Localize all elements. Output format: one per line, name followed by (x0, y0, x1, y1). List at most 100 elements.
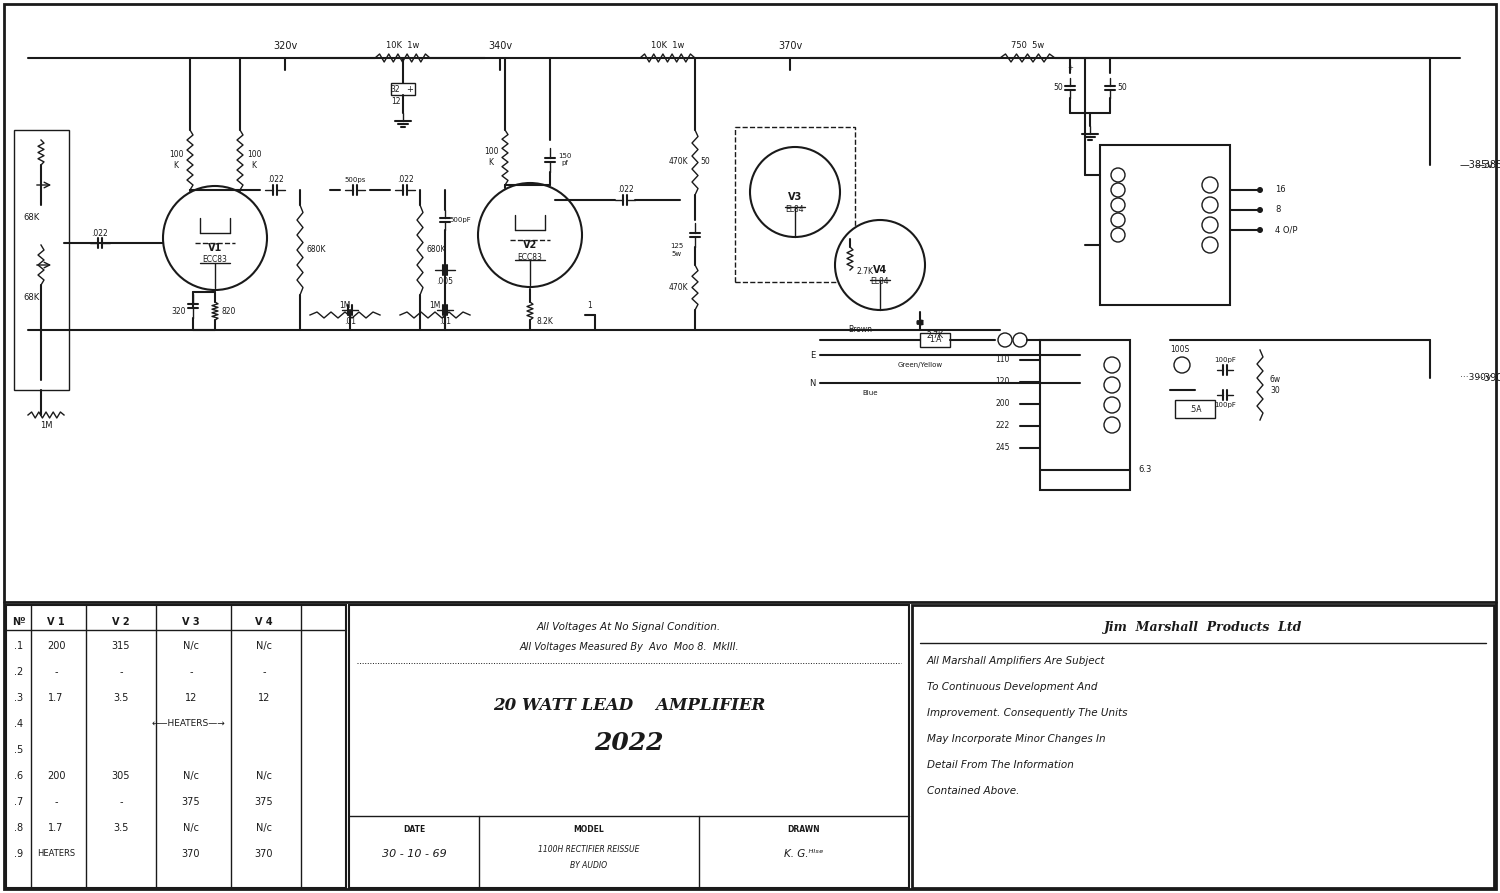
Text: 200: 200 (996, 399, 1010, 408)
Text: N/c: N/c (183, 822, 200, 832)
Circle shape (750, 147, 840, 237)
Text: 320v: 320v (273, 41, 297, 51)
Text: 30 - 10 - 69: 30 - 10 - 69 (381, 849, 447, 859)
Text: 68K: 68K (24, 294, 40, 303)
Text: ECC83: ECC83 (202, 255, 228, 264)
Text: 6.3: 6.3 (1138, 465, 1152, 474)
Text: 245: 245 (996, 444, 1010, 453)
Bar (13, 130, 69, 390)
Circle shape (1112, 168, 1125, 182)
Circle shape (1174, 357, 1190, 373)
Text: Contained Above.: Contained Above. (927, 786, 1020, 796)
Text: 680K: 680K (306, 246, 326, 255)
Bar (1174, 400, 1215, 418)
Text: 370v: 370v (778, 41, 802, 51)
Text: EL84: EL84 (786, 204, 804, 213)
Text: .005: .005 (436, 278, 453, 287)
Text: 470K: 470K (668, 282, 688, 291)
Text: .4: .4 (15, 719, 24, 729)
Text: .022: .022 (616, 186, 633, 195)
Text: —385v: —385v (1474, 160, 1500, 170)
Text: N/c: N/c (183, 771, 200, 780)
Text: 12: 12 (258, 693, 270, 703)
Text: 6w
30: 6w 30 (1269, 375, 1281, 395)
Text: +: + (406, 85, 412, 94)
Text: EL84: EL84 (870, 278, 889, 287)
Text: 500pF: 500pF (448, 217, 471, 223)
Text: All Voltages Measured By  Avo  Moo 8.  MkIII.: All Voltages Measured By Avo Moo 8. MkII… (519, 642, 740, 652)
Text: 1M: 1M (339, 301, 351, 310)
Text: MODEL: MODEL (573, 825, 604, 834)
Text: 315: 315 (111, 640, 130, 651)
Bar (1040, 340, 1130, 490)
Text: 150
pf: 150 pf (558, 154, 572, 166)
Text: 370: 370 (182, 848, 201, 858)
Text: 1M: 1M (39, 421, 53, 430)
Text: E: E (810, 350, 814, 360)
Text: .2: .2 (15, 666, 24, 677)
Text: 500ps: 500ps (345, 177, 366, 183)
Bar (735, 127, 855, 282)
Bar (6, 605, 346, 888)
Text: .1: .1 (15, 640, 24, 651)
Text: 10K  1w: 10K 1w (651, 41, 684, 51)
Text: 110: 110 (996, 355, 1010, 364)
Circle shape (1112, 228, 1125, 242)
Text: 32: 32 (390, 85, 400, 94)
Text: 1100H RECTIFIER REISSUE: 1100H RECTIFIER REISSUE (538, 845, 639, 854)
Text: V4: V4 (873, 265, 886, 275)
Text: N/c: N/c (256, 771, 272, 780)
Text: N/c: N/c (256, 822, 272, 832)
Text: 120: 120 (996, 378, 1010, 387)
Text: -: - (54, 666, 57, 677)
Text: .01: .01 (344, 318, 355, 327)
Text: Brown: Brown (847, 326, 871, 335)
Text: V3: V3 (788, 192, 802, 202)
Text: 100pF: 100pF (1214, 357, 1236, 363)
Text: ···390v: ···390v (1460, 373, 1491, 382)
Text: DATE: DATE (404, 825, 424, 834)
Text: 50: 50 (1118, 84, 1126, 93)
Text: 200: 200 (46, 640, 66, 651)
Text: V 4: V 4 (255, 617, 273, 627)
Text: V2: V2 (524, 240, 537, 250)
Text: All Marshall Amplifiers Are Subject: All Marshall Amplifiers Are Subject (927, 656, 1106, 666)
Text: 100
K: 100 K (483, 147, 498, 167)
Text: 8.2K: 8.2K (537, 318, 554, 327)
Text: 375: 375 (182, 797, 201, 806)
Circle shape (1257, 187, 1263, 193)
Text: DRAWN: DRAWN (788, 825, 820, 834)
Text: 820: 820 (222, 306, 236, 315)
Text: Detail From The Information: Detail From The Information (927, 760, 1074, 770)
Text: 1: 1 (588, 301, 592, 310)
Bar (350, 605, 909, 888)
Text: 100
K: 100 K (168, 150, 183, 170)
Circle shape (1202, 197, 1218, 213)
Text: 1.7: 1.7 (48, 693, 63, 703)
Circle shape (1202, 217, 1218, 233)
Text: 320: 320 (171, 306, 186, 315)
Text: 340v: 340v (488, 41, 512, 51)
Text: .5A: .5A (1188, 405, 1202, 413)
Circle shape (1104, 377, 1120, 393)
Text: 100pF: 100pF (1214, 402, 1236, 408)
Text: 2022: 2022 (594, 731, 663, 755)
Text: Jim  Marshall  Products  Ltd: Jim Marshall Products Ltd (1104, 621, 1302, 633)
Bar (912, 605, 1494, 888)
Text: V 3: V 3 (182, 617, 200, 627)
Text: 2.7K: 2.7K (927, 330, 944, 339)
Circle shape (1104, 397, 1120, 413)
Circle shape (1202, 177, 1218, 193)
Text: Nº: Nº (12, 617, 26, 627)
Text: 1.7: 1.7 (48, 822, 63, 832)
Text: .022: .022 (267, 176, 284, 185)
Text: .022: .022 (396, 176, 414, 185)
Text: .9: .9 (15, 848, 24, 858)
Text: K. G.ᴴᴵˢᵉ: K. G.ᴴᴵˢᵉ (784, 849, 824, 859)
Text: Blue: Blue (862, 390, 877, 396)
Text: N/c: N/c (256, 640, 272, 651)
Text: V 2: V 2 (112, 617, 130, 627)
Circle shape (1104, 417, 1120, 433)
Text: -: - (120, 797, 123, 806)
Text: To Continuous Development And: To Continuous Development And (927, 682, 1098, 692)
